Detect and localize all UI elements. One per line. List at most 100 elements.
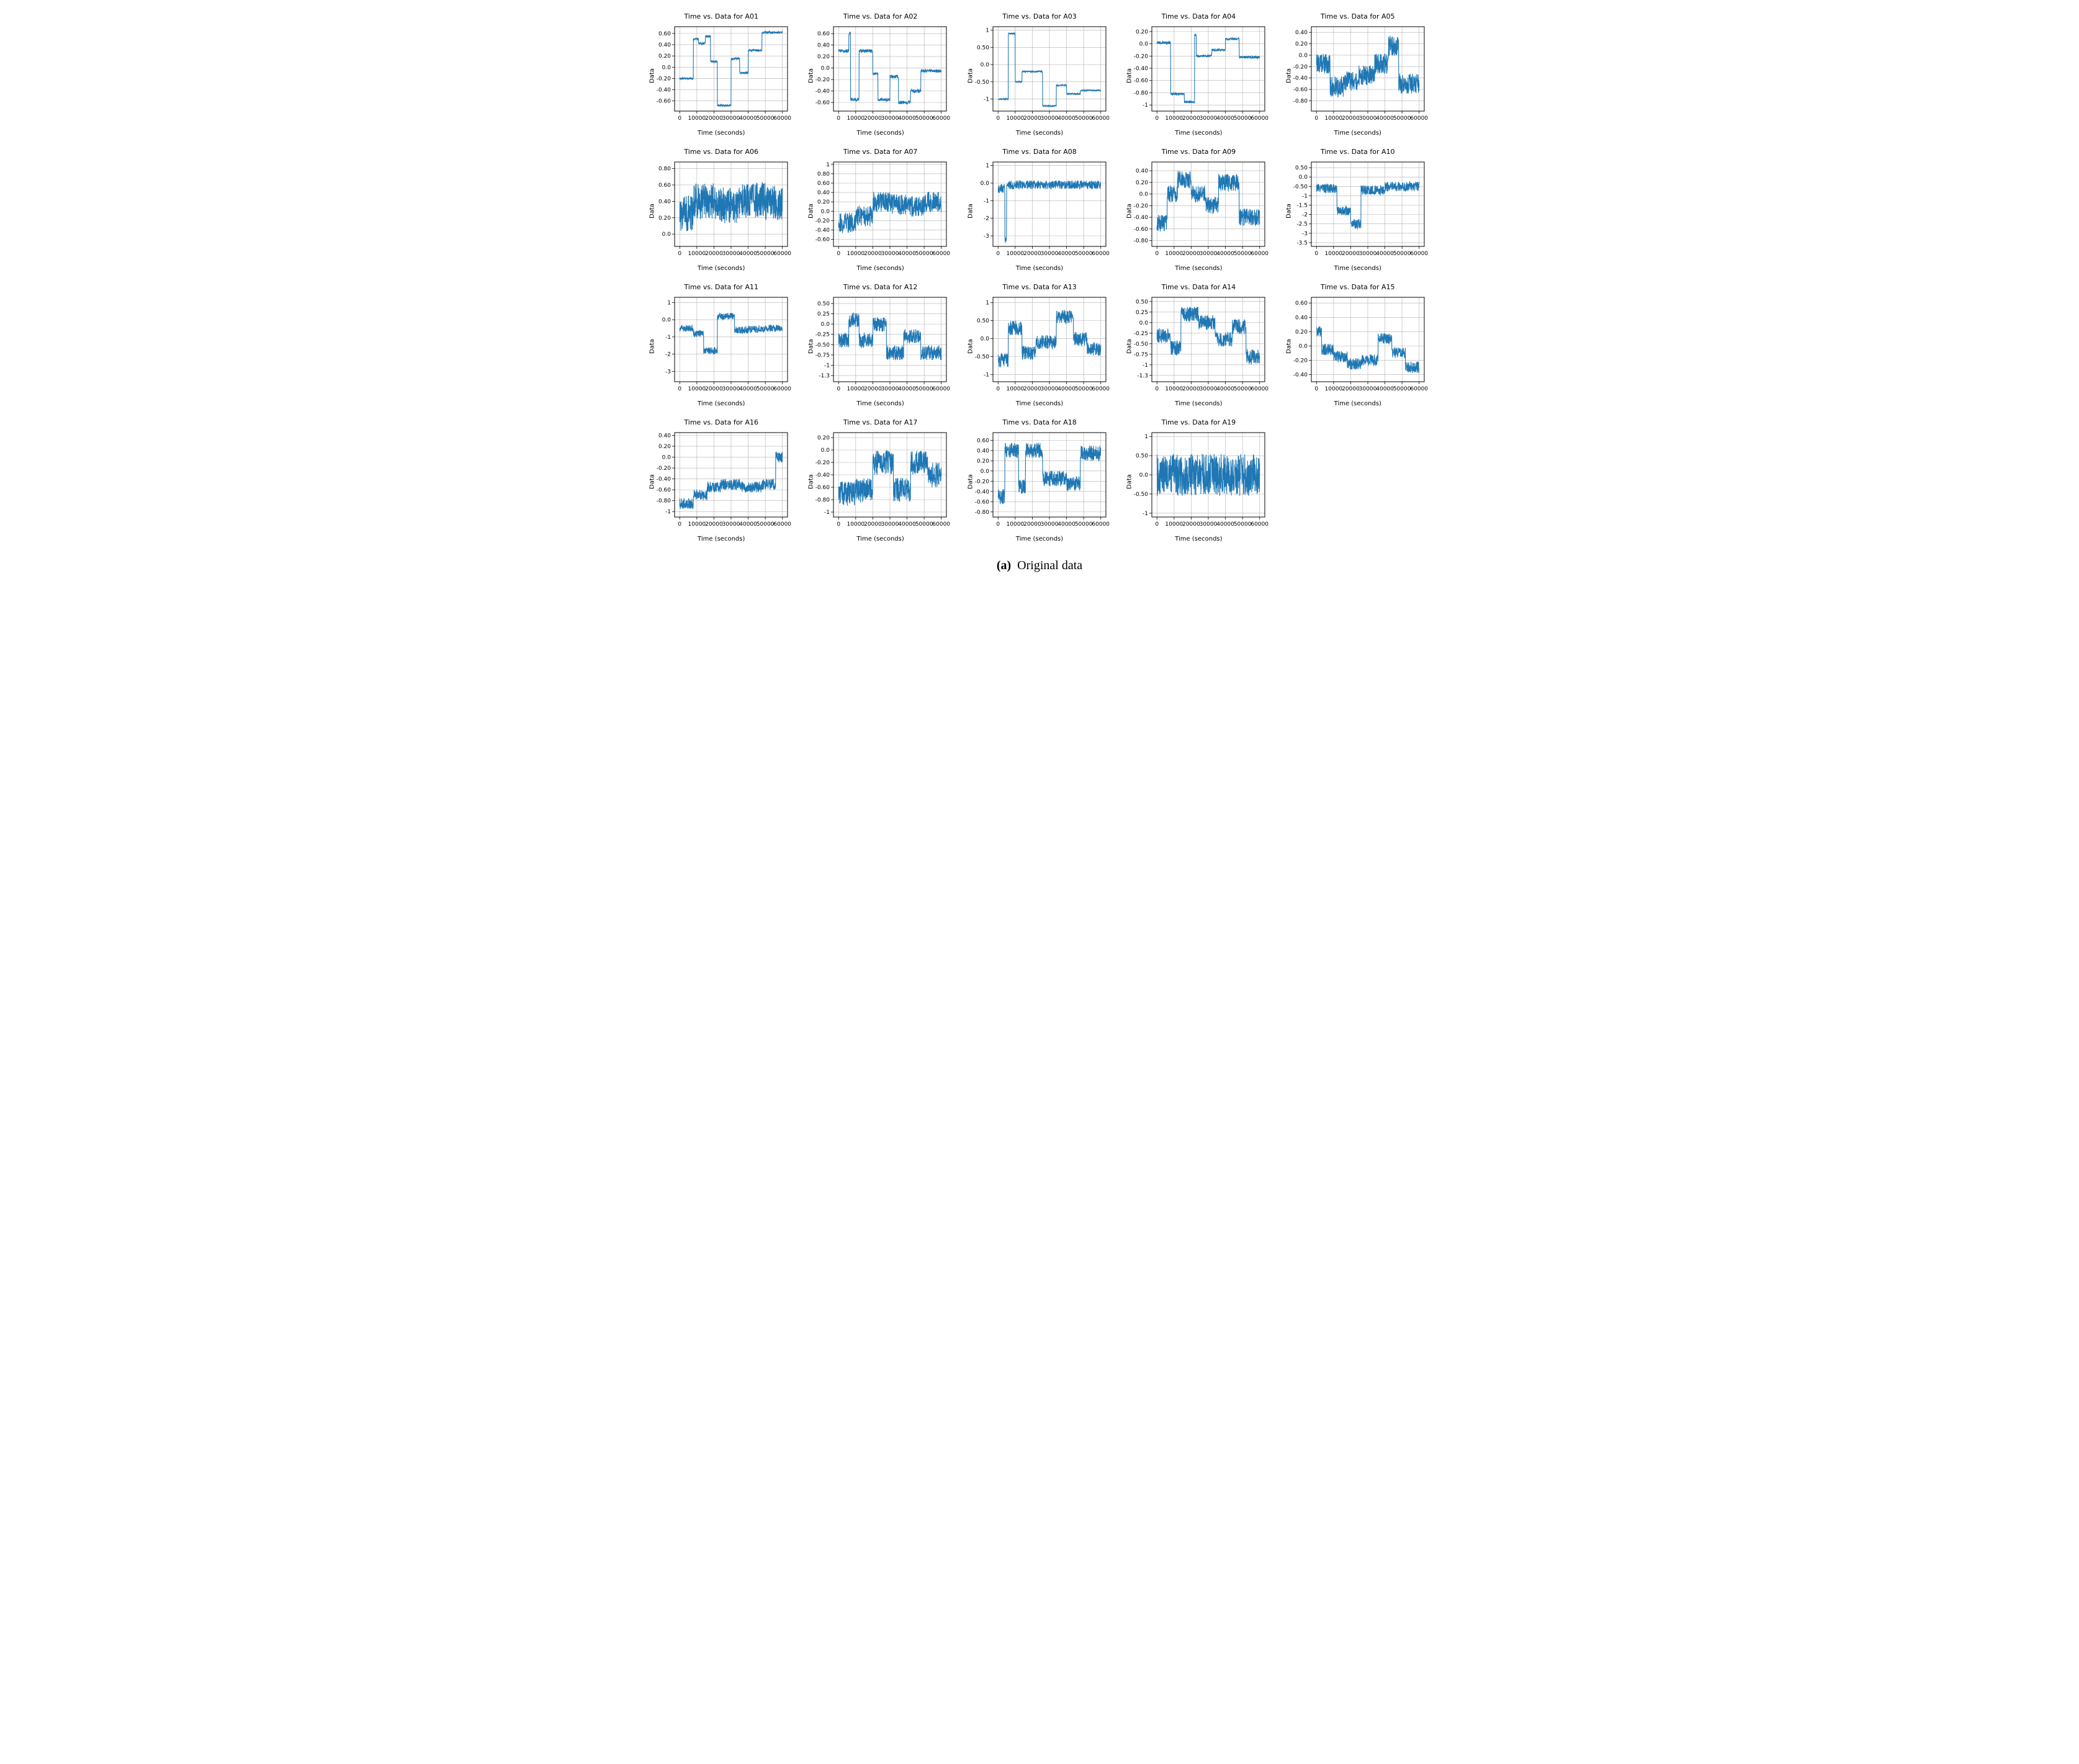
line-chart: 0100002000030000400005000060000-1-0.500.…: [1126, 429, 1270, 534]
svg-text:-0.60: -0.60: [1134, 227, 1149, 233]
svg-text:0.40: 0.40: [658, 42, 671, 48]
y-axis-label: Data: [649, 339, 655, 354]
svg-text:50000: 50000: [757, 115, 775, 122]
svg-text:0.25: 0.25: [1136, 310, 1148, 316]
svg-text:10000: 10000: [1165, 115, 1183, 122]
svg-text:0.20: 0.20: [1295, 329, 1308, 335]
panel-title: Time vs. Data for A13: [1002, 283, 1077, 291]
svg-text:0.0: 0.0: [980, 181, 989, 187]
chart-area: Data0100002000030000400005000060000-3-2-…: [649, 294, 794, 399]
chart-area: Data0100002000030000400005000060000-1-0.…: [807, 429, 953, 534]
svg-text:-0.20: -0.20: [815, 460, 830, 466]
svg-text:20000: 20000: [1182, 521, 1200, 528]
svg-text:0: 0: [1314, 115, 1318, 122]
svg-text:30000: 30000: [1358, 386, 1376, 392]
chart-panel-A14: Time vs. Data for A14Data010000200003000…: [1126, 283, 1271, 407]
svg-text:-0.20: -0.20: [815, 218, 830, 224]
svg-text:0.50: 0.50: [1295, 165, 1308, 171]
svg-text:0.50: 0.50: [817, 301, 830, 307]
panel-title: Time vs. Data for A12: [843, 283, 918, 291]
svg-text:40000: 40000: [1216, 521, 1234, 528]
svg-text:0: 0: [837, 521, 841, 528]
svg-text:0.20: 0.20: [817, 435, 830, 441]
svg-text:40000: 40000: [899, 386, 917, 392]
svg-text:20000: 20000: [1182, 251, 1200, 257]
svg-text:-3: -3: [1302, 231, 1308, 237]
svg-text:0.0: 0.0: [980, 336, 989, 343]
svg-text:20000: 20000: [1182, 386, 1200, 392]
y-axis-label: Data: [808, 474, 815, 489]
x-axis-label: Time (seconds): [1016, 265, 1063, 272]
svg-text:0.25: 0.25: [817, 312, 830, 318]
svg-text:20000: 20000: [864, 386, 882, 392]
svg-text:50000: 50000: [757, 386, 775, 392]
x-axis-label: Time (seconds): [698, 265, 745, 272]
svg-text:50000: 50000: [915, 251, 933, 257]
svg-text:20000: 20000: [1023, 521, 1041, 528]
svg-text:-0.40: -0.40: [1293, 372, 1308, 378]
svg-text:-1: -1: [1143, 362, 1148, 369]
svg-text:10000: 10000: [1324, 251, 1342, 257]
svg-text:10000: 10000: [1006, 251, 1024, 257]
svg-text:0.40: 0.40: [977, 448, 989, 454]
y-axis-label: Data: [808, 339, 815, 354]
svg-text:0.0: 0.0: [662, 65, 671, 71]
chart-panel-A12: Time vs. Data for A12Data010000200003000…: [807, 283, 953, 407]
svg-text:0.0: 0.0: [1298, 174, 1308, 181]
x-axis-label: Time (seconds): [698, 400, 745, 407]
svg-text:20000: 20000: [864, 115, 882, 122]
svg-text:-0.80: -0.80: [975, 510, 990, 516]
chart-area: Data0100002000030000400005000060000-1-0.…: [1126, 429, 1271, 534]
svg-text:0.0: 0.0: [1139, 192, 1149, 198]
y-axis-label: Data: [649, 474, 655, 489]
svg-text:40000: 40000: [1376, 115, 1394, 122]
svg-text:0.60: 0.60: [658, 31, 671, 37]
svg-text:-0.60: -0.60: [815, 237, 830, 243]
svg-text:-3: -3: [984, 233, 989, 240]
chart-area: Data0100002000030000400005000060000-0.60…: [649, 23, 794, 128]
svg-text:1: 1: [986, 300, 989, 307]
line-chart: 01000020000300004000050000600000.00.200.…: [649, 158, 793, 264]
chart-panel-A17: Time vs. Data for A17Data010000200003000…: [807, 418, 953, 542]
svg-text:-0.50: -0.50: [1134, 341, 1149, 348]
panel-title: Time vs. Data for A19: [1162, 418, 1236, 426]
svg-text:0.40: 0.40: [658, 199, 671, 205]
svg-text:-1: -1: [665, 509, 671, 515]
svg-text:60000: 60000: [1410, 251, 1428, 257]
svg-text:-3.5: -3.5: [1296, 240, 1308, 246]
line-chart: 0100002000030000400005000060000-3-2-10.0…: [967, 158, 1111, 264]
svg-text:-0.80: -0.80: [815, 497, 830, 503]
svg-text:-1: -1: [824, 362, 830, 369]
panel-title: Time vs. Data for A15: [1321, 283, 1395, 291]
svg-text:40000: 40000: [1216, 251, 1234, 257]
chart-area: Data0100002000030000400005000060000-3.5-…: [1285, 158, 1430, 264]
svg-text:40000: 40000: [899, 521, 917, 528]
svg-text:30000: 30000: [1200, 251, 1218, 257]
svg-text:30000: 30000: [1040, 115, 1058, 122]
svg-text:20000: 20000: [1023, 251, 1041, 257]
svg-text:10000: 10000: [847, 386, 865, 392]
svg-text:0: 0: [678, 386, 681, 392]
svg-text:50000: 50000: [915, 115, 933, 122]
y-axis-label: Data: [967, 339, 974, 354]
svg-text:-0.50: -0.50: [1293, 184, 1308, 190]
svg-text:-1: -1: [1302, 193, 1308, 199]
svg-text:10000: 10000: [847, 251, 865, 257]
svg-text:0: 0: [1156, 386, 1159, 392]
chart-area: Data0100002000030000400005000060000-1-0.…: [967, 23, 1112, 128]
svg-text:-0.40: -0.40: [657, 477, 671, 483]
svg-text:60000: 60000: [1092, 521, 1110, 528]
svg-text:40000: 40000: [1057, 115, 1075, 122]
svg-text:-0.20: -0.20: [815, 77, 830, 83]
svg-text:60000: 60000: [773, 521, 791, 528]
svg-text:-0.20: -0.20: [1134, 203, 1149, 209]
svg-text:60000: 60000: [773, 386, 791, 392]
panel-title: Time vs. Data for A06: [684, 148, 758, 156]
svg-text:20000: 20000: [1182, 115, 1200, 122]
y-axis-label: Data: [649, 204, 655, 218]
svg-text:0.20: 0.20: [817, 54, 830, 60]
svg-text:0.20: 0.20: [1136, 29, 1148, 35]
svg-text:0.20: 0.20: [817, 199, 830, 205]
svg-text:-0.60: -0.60: [815, 100, 830, 106]
x-axis-label: Time (seconds): [1175, 130, 1222, 137]
